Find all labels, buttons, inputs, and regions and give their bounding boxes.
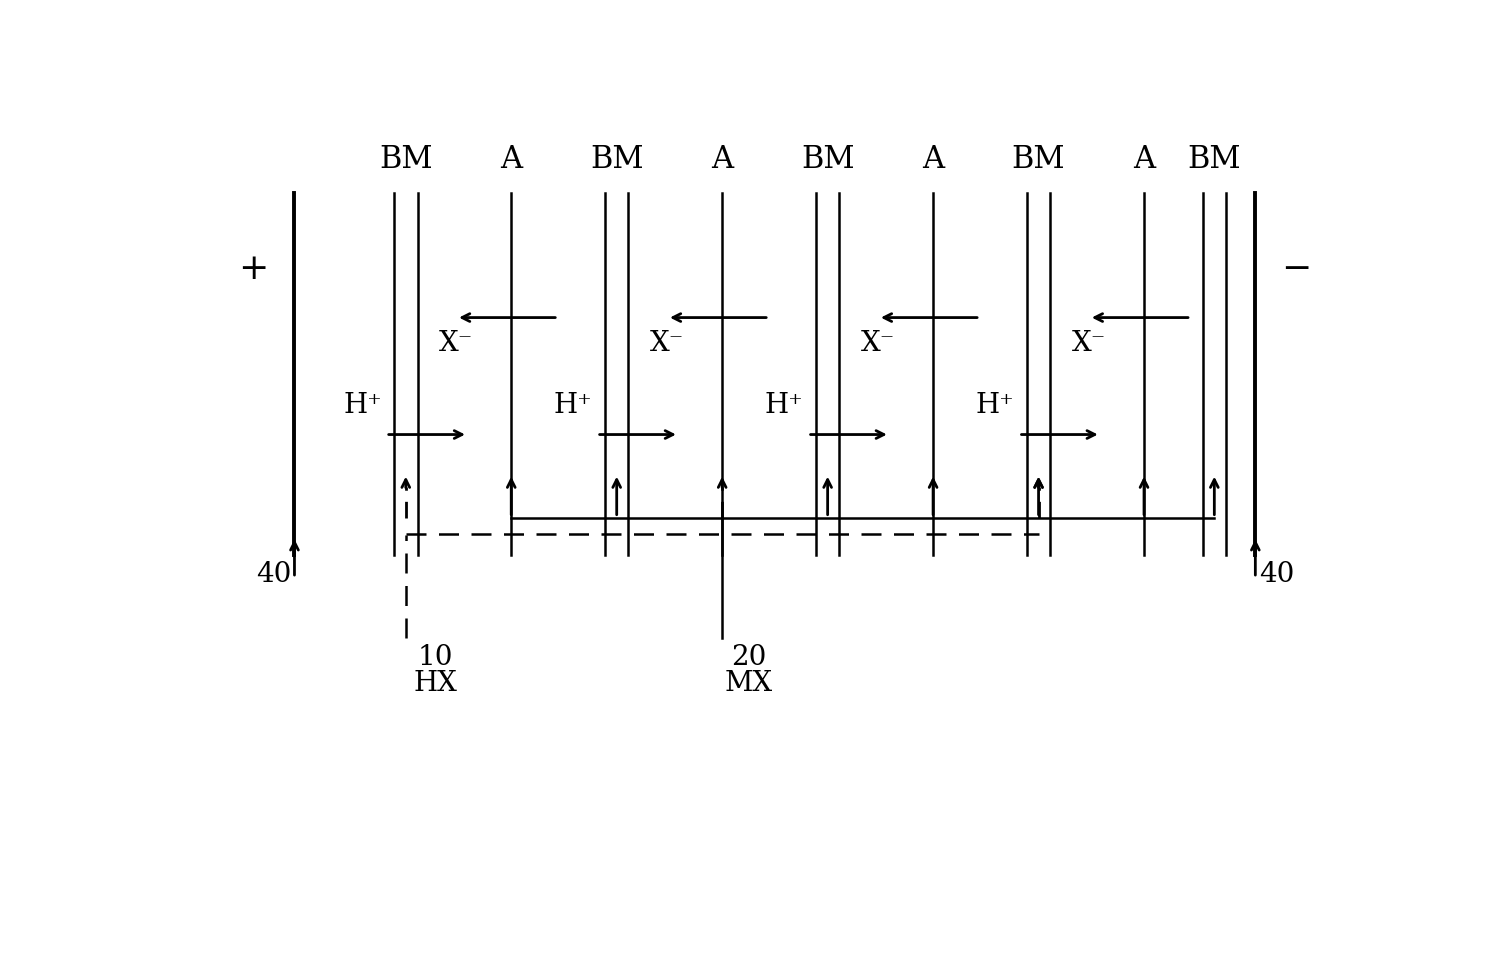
Text: A: A bbox=[922, 144, 943, 174]
Text: 40: 40 bbox=[1259, 561, 1294, 588]
Text: H⁺: H⁺ bbox=[553, 392, 593, 419]
Text: H⁺: H⁺ bbox=[765, 392, 804, 419]
Text: 10: 10 bbox=[417, 644, 452, 670]
Text: −: − bbox=[1281, 252, 1311, 285]
Text: H⁺: H⁺ bbox=[343, 392, 383, 419]
Text: X⁻: X⁻ bbox=[650, 330, 685, 358]
Text: A: A bbox=[500, 144, 522, 174]
Text: HX: HX bbox=[413, 670, 457, 697]
Text: BM: BM bbox=[380, 144, 432, 174]
Text: MX: MX bbox=[726, 670, 773, 697]
Text: X⁻: X⁻ bbox=[860, 330, 895, 358]
Text: BM: BM bbox=[1012, 144, 1066, 174]
Text: BM: BM bbox=[1187, 144, 1241, 174]
Text: 20: 20 bbox=[732, 644, 767, 670]
Text: X⁻: X⁻ bbox=[438, 330, 473, 358]
Text: +: + bbox=[239, 252, 269, 285]
Text: A: A bbox=[1132, 144, 1155, 174]
Text: BM: BM bbox=[801, 144, 854, 174]
Text: X⁻: X⁻ bbox=[1072, 330, 1107, 358]
Text: BM: BM bbox=[590, 144, 644, 174]
Text: A: A bbox=[711, 144, 733, 174]
Text: 40: 40 bbox=[256, 561, 290, 588]
Text: H⁺: H⁺ bbox=[975, 392, 1015, 419]
